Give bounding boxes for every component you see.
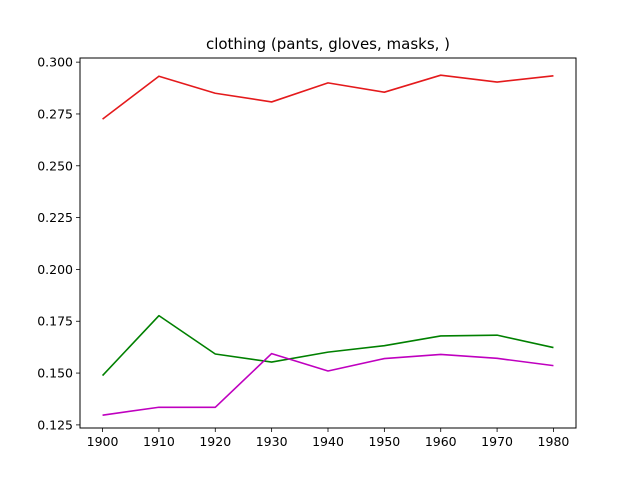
chart-title: clothing (pants, gloves, masks, ) <box>206 35 450 53</box>
x-tick-label-1930: 1930 <box>256 434 288 449</box>
y-tick-label-0.175: 0.175 <box>37 314 73 329</box>
x-tick-label-1970: 1970 <box>481 434 513 449</box>
x-tick-label-1910: 1910 <box>143 434 175 449</box>
y-tick-label-0.250: 0.250 <box>37 158 73 173</box>
y-tick-label-0.275: 0.275 <box>37 106 73 121</box>
y-axis-ticks: 0.125 0.150 0.175 0.200 0.225 0.250 0.275 0.300 <box>37 55 80 432</box>
plot-area-frame <box>79 57 577 429</box>
x-tick-label-1920: 1920 <box>199 434 231 449</box>
series-layer <box>101 74 554 416</box>
y-tick-label-0.125: 0.125 <box>37 417 73 432</box>
x-axis-ticks: 1900 1910 1920 1930 1940 1950 1960 1970 1980 <box>87 428 570 449</box>
y-tick-label-0.150: 0.150 <box>37 366 73 381</box>
x-tick-label-1950: 1950 <box>368 434 400 449</box>
y-tick-label-0.300: 0.300 <box>37 55 73 70</box>
series-line-2 <box>101 314 554 377</box>
y-tick-label-0.200: 0.200 <box>37 262 73 277</box>
x-tick-label-1940: 1940 <box>312 434 344 449</box>
y-tick-label-0.225: 0.225 <box>37 210 73 225</box>
x-tick-label-1960: 1960 <box>425 434 457 449</box>
series-line-1 <box>102 74 554 120</box>
x-tick-label-1980: 1980 <box>538 434 570 449</box>
series-line-3 <box>102 352 554 416</box>
x-tick-label-1900: 1900 <box>87 434 119 449</box>
